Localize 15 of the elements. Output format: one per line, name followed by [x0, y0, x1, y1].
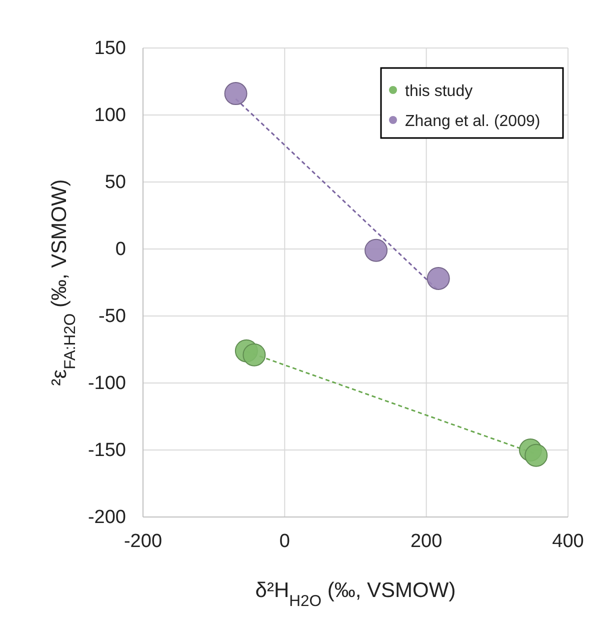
x-tick-label: 400 — [552, 531, 584, 552]
y-tick-label: -150 — [88, 440, 126, 461]
x-tick-label: 200 — [410, 531, 442, 552]
y-tick-label: 150 — [94, 38, 126, 59]
x-tick-label: 0 — [279, 531, 290, 552]
y-tick-label: -50 — [98, 306, 126, 327]
y-tick-label: -100 — [88, 373, 126, 394]
y-tick-label: 50 — [104, 172, 126, 193]
y-tick-label: -200 — [88, 507, 126, 528]
x-axis-title: δ²H$_{H2O}$ (‰, VSMOW) — [255, 579, 456, 610]
legend-label: this study — [405, 83, 473, 100]
x-tick-label: -200 — [124, 531, 162, 552]
y-tick-label: 100 — [94, 105, 126, 126]
y-tick-label: 0 — [115, 239, 126, 260]
legend-label: Zhang et al. (2009) — [405, 113, 540, 130]
